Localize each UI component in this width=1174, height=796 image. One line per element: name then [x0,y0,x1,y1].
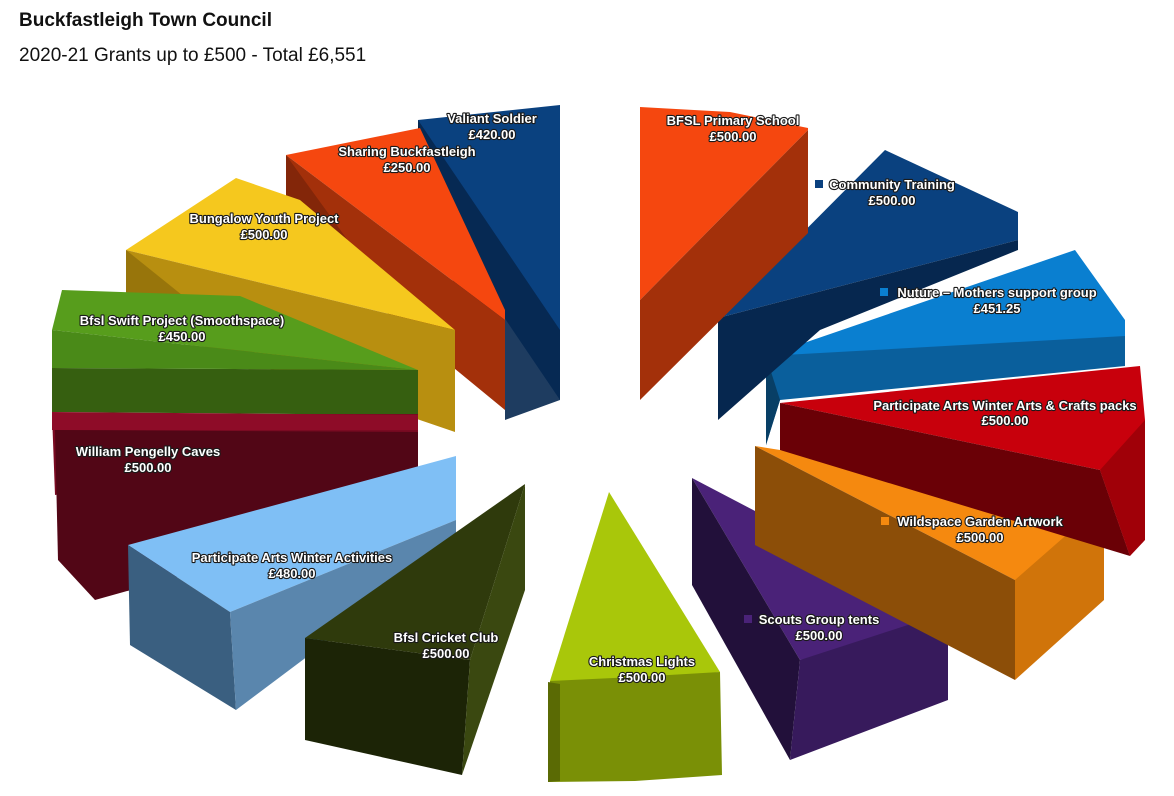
slice-nuture-mothers-support-group[interactable] [766,250,1125,445]
label-bungalow-youth: Bungalow Youth Project [189,211,339,226]
svg-text:£500.00: £500.00 [710,129,757,144]
svg-text:£500.00: £500.00 [982,413,1029,428]
svg-text:£500.00: £500.00 [241,227,288,242]
svg-text:£500.00: £500.00 [869,193,916,208]
label-pengelly-caves: William Pengelly Caves [76,444,220,459]
slice-participate-arts-crafts-packs[interactable] [780,366,1145,556]
chart-subtitle: 2020-21 Grants up to £500 - Total £6,551 [19,45,367,66]
svg-text:£480.00: £480.00 [269,566,316,581]
slice-bfsl-swift-project[interactable] [52,290,418,415]
svg-text:£500.00: £500.00 [125,460,172,475]
svg-text:£451.25: £451.25 [974,301,1021,316]
svg-text:£500.00: £500.00 [796,628,843,643]
svg-text:£500.00: £500.00 [619,670,666,685]
label-valiant-soldier: Valiant Soldier [447,111,537,126]
slice-labels: BFSL Primary School £500.00 Community Tr… [62,110,1138,686]
chart-title: Buckfastleigh Town Council [19,10,272,31]
label-christmas-lights: Christmas Lights [589,654,695,669]
label-scouts: Scouts Group tents [759,612,880,627]
slice-bfsl-cricket-club[interactable] [305,484,525,775]
label-arts-crafts-packs: Participate Arts Winter Arts & Crafts pa… [873,398,1136,413]
slice-community-training[interactable] [718,150,1018,420]
label-community-training: Community Training [829,177,955,192]
label-cricket-club: Bfsl Cricket Club [394,630,499,645]
slice-bfsl-primary-school[interactable] [640,107,808,400]
svg-text:£500.00: £500.00 [423,646,470,661]
label-bfsl-primary-school: BFSL Primary School [667,113,800,128]
slice-wildspace-garden-artwork[interactable] [755,446,1104,680]
svg-text:£420.00: £420.00 [469,127,516,142]
svg-text:£250.00: £250.00 [384,160,431,175]
label-swift-project: Bfsl Swift Project (Smoothspace) [80,313,284,328]
svg-text:£500.00: £500.00 [957,530,1004,545]
label-sharing-buckfastleigh: Sharing Buckfastleigh [338,144,475,159]
slice-christmas-lights[interactable] [548,492,722,782]
svg-text:£450.00: £450.00 [159,329,206,344]
label-winter-activities: Participate Arts Winter Activities [192,550,392,565]
label-wildspace: Wildspace Garden Artwork [897,514,1063,529]
label-nuture: Nuture – Mothers support group [897,285,1096,300]
